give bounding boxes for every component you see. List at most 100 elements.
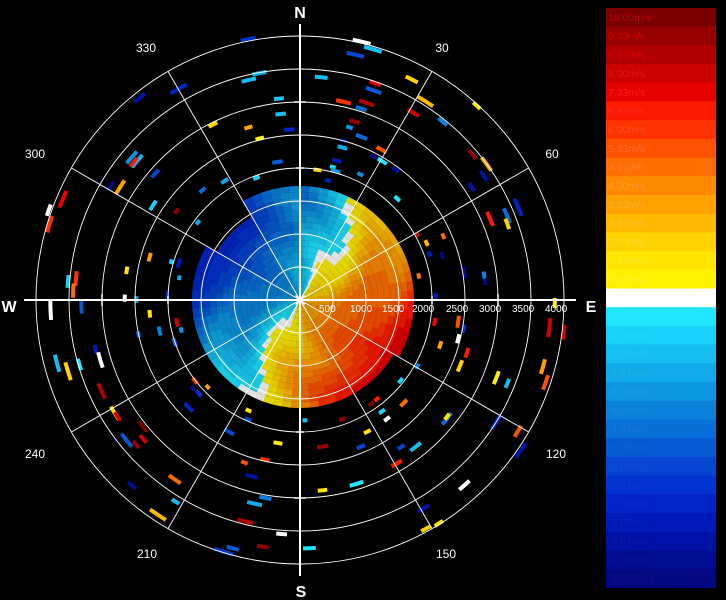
velocity-cell: [244, 216, 256, 227]
velocity-cell: [299, 347, 305, 355]
legend-label: -4.00m/s: [608, 405, 649, 417]
velocity-cell: [296, 282, 299, 289]
echo-segment: [114, 179, 127, 196]
velocity-cell: [246, 285, 254, 292]
echo-segment: [440, 232, 447, 240]
velocity-cell: [280, 284, 287, 290]
velocity-cell: [238, 271, 246, 280]
velocity-cell: [287, 286, 293, 292]
velocity-cell: [281, 192, 292, 200]
velocity-cell: [346, 322, 355, 331]
velocity-cell: [286, 287, 292, 293]
velocity-cell: [259, 285, 267, 291]
echo-segment: [463, 347, 471, 359]
velocity-cell: [261, 315, 269, 321]
velocity-cell: [330, 333, 339, 342]
velocity-cell: [363, 311, 371, 319]
velocity-cell: [303, 258, 308, 265]
velocity-cell: [288, 309, 294, 315]
velocity-cell: [284, 280, 290, 287]
velocity-cell: [329, 266, 337, 274]
velocity-cell: [311, 312, 317, 319]
velocity-cell: [368, 351, 379, 362]
velocity-cell: [368, 238, 379, 249]
echo-segment: [133, 92, 147, 104]
velocity-cell: [272, 341, 280, 349]
velocity-cell: [223, 312, 231, 321]
velocity-cell: [339, 310, 347, 317]
velocity-cell: [368, 342, 378, 352]
velocity-cell: [363, 281, 371, 289]
velocity-cell: [306, 334, 311, 342]
velocity-cell: [211, 358, 222, 370]
velocity-cell: [317, 336, 324, 344]
velocity-cell: [289, 316, 294, 323]
velocity-cell: [202, 245, 212, 257]
velocity-cell: [289, 322, 294, 329]
velocity-cell: [276, 301, 283, 305]
velocity-cell: [268, 339, 276, 347]
velocity-cell: [299, 365, 307, 372]
velocity-cell: [295, 347, 300, 355]
echo-segment: [363, 428, 372, 436]
echo-segment: [491, 370, 501, 385]
velocity-cell: [307, 252, 313, 260]
legend-label: -9.33m/s: [608, 554, 649, 566]
velocity-cell: [282, 319, 288, 326]
velocity-cell: [249, 277, 257, 284]
velocity-cell: [318, 263, 325, 271]
velocity-cell: [272, 310, 280, 315]
velocity-cell: [334, 289, 342, 294]
velocity-cell: [372, 223, 383, 235]
velocity-cell: [309, 279, 314, 286]
echo-segment: [367, 400, 375, 408]
echo-segment: [437, 116, 449, 127]
echo-segment: [355, 132, 368, 141]
velocity-cell: [313, 284, 320, 290]
velocity-cell: [240, 355, 250, 365]
velocity-cell: [301, 276, 305, 283]
velocity-cell: [313, 217, 322, 225]
echo-segment: [396, 443, 406, 451]
legend-swatch: [606, 251, 716, 271]
velocity-cell: [271, 308, 279, 313]
velocity-cell: [326, 221, 336, 230]
echo-segment: [376, 156, 388, 166]
echo-segment: [275, 111, 286, 117]
velocity-cell: [359, 294, 366, 301]
echo-segment: [302, 418, 308, 423]
bearing-label-150: 150: [436, 547, 456, 561]
echo-segment: [393, 194, 402, 203]
velocity-cell: [389, 300, 396, 309]
echo-segment: [226, 544, 240, 552]
velocity-cell: [292, 377, 300, 385]
velocity-cell: [235, 240, 245, 250]
velocity-cell: [236, 230, 247, 241]
velocity-cell: [236, 277, 244, 285]
velocity-cell: [383, 292, 391, 301]
velocity-cell: [350, 314, 358, 321]
velocity-cell: [217, 278, 225, 287]
velocity-cell: [235, 282, 243, 290]
velocity-cell: [292, 304, 297, 310]
bearing-label-120: 120: [546, 447, 566, 461]
velocity-cell: [303, 335, 308, 342]
velocity-cell: [355, 249, 364, 259]
velocity-cell: [282, 235, 290, 242]
velocity-cell: [291, 383, 300, 390]
velocity-cell: [344, 359, 354, 369]
velocity-cell: [263, 326, 271, 334]
velocity-cell: [204, 283, 212, 293]
velocity-cell: [284, 289, 291, 294]
velocity-cell: [336, 276, 344, 283]
velocity-cell: [350, 235, 360, 245]
velocity-cell: [193, 271, 202, 283]
echo-segment: [409, 441, 422, 453]
velocity-cell: [350, 383, 362, 394]
echo-segment: [337, 144, 348, 151]
echo-segment: [426, 250, 433, 258]
velocity-cell: [286, 222, 294, 230]
velocity-cell: [277, 289, 284, 294]
velocity-cell: [304, 347, 310, 354]
velocity-cell: [245, 299, 253, 305]
